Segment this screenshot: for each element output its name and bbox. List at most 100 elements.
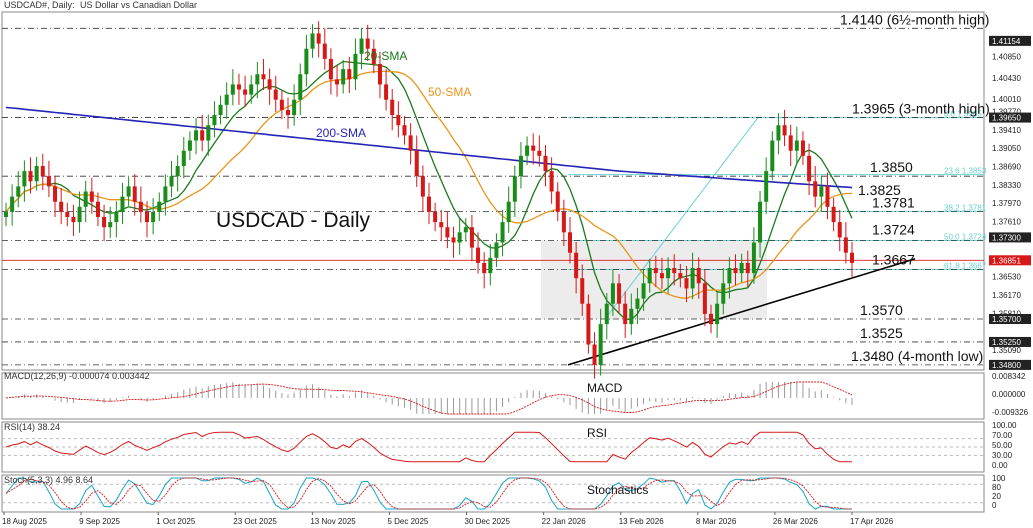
candle-body <box>604 303 609 325</box>
y-tick-label: 1.39050 <box>992 144 1021 153</box>
current-price-label: 1.36851 <box>992 256 1021 265</box>
candle-body <box>506 201 511 223</box>
candle-body <box>10 196 15 212</box>
candle-body <box>819 186 824 197</box>
candle-body <box>377 64 382 85</box>
rsi-y-tick: 30.00 <box>992 451 1013 460</box>
candle-body <box>543 155 548 172</box>
level-price-label: 1.41154 <box>992 37 1021 46</box>
x-tick-label: 22 Jan 2026 <box>542 517 587 526</box>
candle-body <box>371 48 376 65</box>
candle-body <box>34 166 39 182</box>
stoch-y-tick: 100 <box>992 474 1006 483</box>
candle-body <box>537 150 542 156</box>
candle-body <box>353 53 358 80</box>
candle-body <box>206 125 211 141</box>
candle-body <box>561 211 566 233</box>
candle-body <box>243 89 248 95</box>
candle-body <box>500 222 505 243</box>
candle-body <box>850 252 854 263</box>
candle-body <box>641 283 646 299</box>
candle-body <box>635 298 640 309</box>
candle-body <box>745 262 750 274</box>
candle-body <box>831 206 836 223</box>
candle-body <box>690 268 695 289</box>
candle-body <box>151 211 156 223</box>
candle-body <box>469 227 474 248</box>
level-price-badge <box>989 35 1031 46</box>
y-tick-label: 1.35810 <box>992 309 1021 318</box>
level-price-label: 1.35700 <box>992 315 1021 324</box>
candle-body <box>316 33 321 44</box>
candle-body <box>187 140 192 151</box>
candle-body <box>236 84 241 90</box>
candle-body <box>347 69 352 80</box>
candle-body <box>279 99 284 110</box>
current-price-badge <box>989 255 1031 266</box>
candle-body <box>16 186 21 197</box>
rsi-line <box>5 431 852 463</box>
candle-body <box>549 171 554 192</box>
x-tick-label: 5 Dec 2025 <box>387 517 428 526</box>
rsi-title: RSI <box>587 426 607 440</box>
level-label: 1.3965 (3-month high) <box>852 101 990 117</box>
macd-title: MACD <box>587 381 623 395</box>
candle-body <box>494 242 499 258</box>
candle-body <box>445 227 450 238</box>
candle-body <box>807 155 812 182</box>
candle-body <box>59 201 64 212</box>
candle-body <box>65 211 70 218</box>
candle-body <box>4 211 8 218</box>
candle-body <box>623 303 628 325</box>
level-price-badge <box>989 314 1031 325</box>
fibonacci-anchor-line <box>604 117 759 320</box>
candle-body <box>733 268 738 274</box>
level-label: 1.3480 (4-month low) <box>851 348 983 364</box>
x-tick-label: 1 Oct 2025 <box>156 517 196 526</box>
support-trend-line <box>567 258 916 366</box>
candle-body <box>457 232 462 243</box>
x-tick-label: 13 Feb 2026 <box>619 517 664 526</box>
level-label: 1.3525 <box>860 325 903 341</box>
candle-body <box>310 33 315 49</box>
candle-body <box>365 38 370 49</box>
candle-body <box>843 237 848 253</box>
candle-body <box>384 84 389 100</box>
x-tick-label: 30 Dec 2025 <box>465 517 511 526</box>
fibonacci-label: 0.0 1.3965 <box>944 110 982 119</box>
x-tick-label: 13 Nov 2025 <box>310 517 356 526</box>
level-price-label: 1.37300 <box>992 233 1021 242</box>
y-tick-label: 1.36530 <box>992 273 1021 282</box>
candle-body <box>163 186 168 202</box>
candle-body <box>194 130 199 141</box>
candle-body <box>476 247 481 263</box>
candle-body <box>488 257 493 274</box>
candle-body <box>653 268 658 274</box>
candle-body <box>702 283 707 314</box>
candle-body <box>200 130 205 141</box>
candle-body <box>776 125 781 141</box>
level-label: 1.3724 <box>872 221 915 237</box>
candle-body <box>568 232 572 253</box>
candle-body <box>592 344 597 365</box>
stoch-y-tick: 20 <box>992 492 1001 501</box>
candle-body <box>420 176 425 197</box>
candle-body <box>341 69 346 85</box>
candle-body <box>77 206 82 223</box>
sma200-label: 200-SMA <box>316 126 366 140</box>
candle-body <box>598 324 603 365</box>
candle-body <box>402 125 407 136</box>
level-price-badge <box>989 336 1031 347</box>
stoch-main-line <box>5 477 852 510</box>
candle-body <box>800 140 805 156</box>
rsi-params-label: RSI(14) 38.24 <box>4 422 60 432</box>
description-label: US Dollar vs Canadian Dollar <box>80 0 197 10</box>
x-tick-label: 8 Mar 2026 <box>696 517 737 526</box>
symbol-label: USDCAD#, Daily: <box>4 0 75 10</box>
candle-body <box>28 171 33 182</box>
candle-body <box>157 201 162 212</box>
candle-body <box>482 262 487 274</box>
candle-body <box>322 43 327 59</box>
candle-body <box>414 150 419 177</box>
candle-body <box>181 150 186 167</box>
